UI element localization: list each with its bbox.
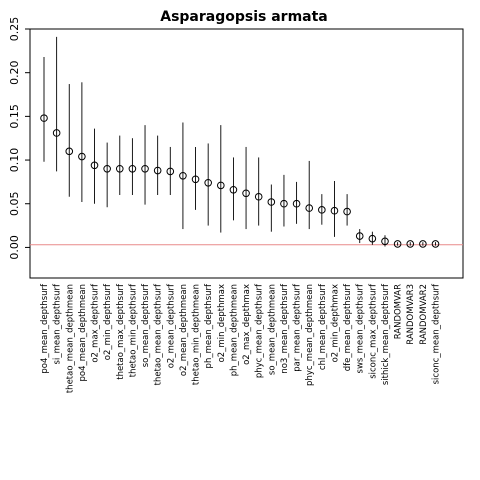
x-tick-label: thetao_mean_depthsurf: [154, 283, 164, 385]
data-point: [431, 240, 440, 248]
x-tick-label: so_mean_depthmean: [267, 284, 277, 375]
data-point: [406, 240, 415, 248]
data-point: [40, 114, 48, 122]
x-tick-label: si_mean_depthsurf: [53, 283, 63, 364]
y-tick-label: 0.15: [8, 104, 21, 129]
data-point: [318, 206, 326, 214]
x-tick-label: siconc_mean_depthsurf: [432, 283, 442, 384]
x-tick-label: RANDOMVAR2: [419, 284, 429, 345]
data-point: [128, 164, 137, 173]
data-point: [191, 175, 200, 184]
x-tick-label: sws_mean_depthsurf: [356, 283, 366, 373]
x-tick-label: phyc_mean_depthmean: [305, 284, 315, 386]
x-tick-label: o2_min_depthsurf: [103, 283, 113, 360]
x-tick-label: dfe_mean_depthsurf: [343, 283, 353, 371]
data-point: [368, 234, 377, 243]
data-point: [381, 237, 389, 246]
data-point: [343, 207, 351, 216]
y-axis: 0.00 0.05 0.10 0.15 0.20 0.25: [8, 17, 30, 260]
y-tick-label: 0.10: [8, 148, 21, 173]
data-point: [305, 204, 314, 212]
x-tick-label: po4_mean_depthsurf: [40, 283, 50, 374]
x-tick-label: par_mean_depthsurf: [293, 283, 303, 372]
data-point: [179, 171, 187, 180]
x-tick-label: thetao_mean_depthmean: [65, 284, 75, 393]
x-tick-label: thetao_min_depthmean: [192, 284, 202, 385]
x-tick-label: o2_min_depthmax: [217, 284, 227, 362]
x-tick-label: siconc_max_depthsurf: [368, 283, 378, 379]
y-tick-label: 0.20: [8, 60, 21, 85]
data-point: [267, 198, 276, 206]
data-point: [141, 164, 149, 173]
x-tick-label: ph_mean_depthmean: [229, 284, 239, 376]
data-point: [254, 192, 263, 201]
data-point: [52, 129, 61, 137]
x-tick-label: thetao_max_depthsurf: [116, 283, 126, 380]
data-point: [242, 189, 250, 198]
data-point: [78, 152, 86, 161]
x-tick-label: o2_min_depthmax: [330, 284, 340, 362]
x-tick-label: po4_mean_depthmean: [78, 284, 88, 381]
data-point: [393, 240, 402, 248]
data-point: [330, 206, 339, 215]
x-tick-label: sithick_mean_depthsurf: [381, 283, 391, 385]
x-tick-label: phyc_mean_depthsurf: [255, 283, 265, 378]
x-tick-label: o2_max_depthsurf: [91, 283, 101, 363]
data-point: [90, 161, 99, 170]
data-point: [103, 164, 111, 173]
x-tick-label: chl_mean_depthsurf: [318, 283, 328, 370]
data-point: [204, 178, 212, 187]
x-axis: po4_mean_depthsurf si_mean_depthsurf theta…: [40, 283, 442, 393]
data-point: [355, 232, 364, 240]
data-point: [166, 167, 175, 176]
data-point: [65, 147, 74, 156]
chart-title: Asparagopsis armata: [160, 9, 328, 25]
x-tick-label: no3_mean_depthsurf: [280, 283, 290, 374]
x-tick-label: so_mean_depthsurf: [141, 283, 151, 367]
y-tick-label: 0.25: [8, 17, 21, 42]
data-point: [153, 166, 162, 175]
x-tick-label: o2_mean_depthsurf: [166, 283, 176, 368]
x-tick-label: RANDOMVAR3: [406, 284, 416, 345]
x-tick-label: thetao_min_depthsurf: [128, 283, 138, 377]
x-tick-label: RANDOMVAR: [394, 284, 404, 339]
y-tick-label: 0.05: [8, 191, 21, 216]
y-tick-label: 0.00: [8, 235, 21, 260]
data-point: [229, 185, 238, 194]
data-point: [115, 164, 124, 173]
x-tick-label: o2_mean_depthmean: [179, 284, 189, 376]
data-point: [292, 199, 301, 208]
data-marks: [40, 36, 440, 248]
data-point: [280, 199, 288, 208]
data-point: [419, 240, 427, 248]
x-tick-label: ph_mean_depthsurf: [204, 283, 214, 368]
data-point: [217, 181, 225, 190]
x-tick-label: o2_max_depthmax: [242, 284, 252, 365]
